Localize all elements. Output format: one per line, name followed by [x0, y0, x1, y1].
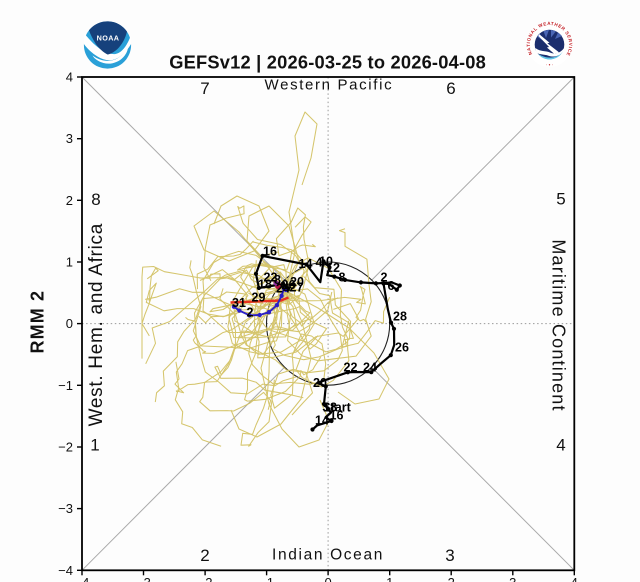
- svg-text:−3: −3: [136, 575, 151, 582]
- svg-text:28: 28: [393, 310, 407, 324]
- svg-text:3: 3: [66, 131, 73, 146]
- svg-text:0: 0: [66, 316, 73, 331]
- svg-text:−2: −2: [58, 440, 73, 455]
- svg-text:24: 24: [276, 282, 290, 296]
- svg-text:RMM 2: RMM 2: [28, 290, 48, 354]
- svg-text:−3: −3: [58, 501, 73, 516]
- svg-text:16: 16: [263, 245, 277, 259]
- svg-text:4: 4: [571, 575, 578, 582]
- svg-text:14: 14: [315, 414, 329, 428]
- svg-text:10: 10: [319, 255, 333, 269]
- svg-text:14: 14: [299, 257, 313, 271]
- svg-text:Maritime Continent: Maritime Continent: [549, 239, 569, 411]
- svg-text:Indian Ocean: Indian Ocean: [272, 547, 384, 564]
- svg-text:24: 24: [363, 361, 377, 375]
- svg-text:29: 29: [252, 291, 266, 305]
- svg-text:−1: −1: [259, 575, 274, 582]
- svg-text:Western Pacific: Western Pacific: [265, 77, 394, 94]
- svg-text:8: 8: [274, 273, 281, 287]
- svg-text:27: 27: [290, 281, 304, 295]
- svg-text:1: 1: [90, 436, 99, 455]
- svg-text:GEFSv12 | 2026-03-25 to 2026-0: GEFSv12 | 2026-03-25 to 2026-04-08: [169, 52, 486, 73]
- svg-text:1: 1: [386, 575, 393, 582]
- svg-text:4: 4: [556, 436, 565, 455]
- svg-text:2: 2: [381, 271, 388, 285]
- svg-text:20: 20: [313, 376, 327, 390]
- svg-text:Start: Start: [322, 401, 351, 415]
- svg-text:26: 26: [282, 278, 296, 292]
- svg-text:8: 8: [339, 271, 346, 285]
- svg-text:8: 8: [91, 190, 100, 209]
- svg-text:20: 20: [290, 275, 304, 289]
- svg-text:1: 1: [66, 255, 73, 270]
- svg-text:−4: −4: [75, 575, 90, 582]
- svg-text:−4: −4: [58, 563, 73, 578]
- svg-text:4: 4: [316, 256, 323, 270]
- svg-text:5: 5: [556, 190, 565, 209]
- svg-text:−1: −1: [58, 378, 73, 393]
- svg-text:−2: −2: [198, 575, 213, 582]
- svg-text:2: 2: [247, 306, 254, 320]
- svg-text:3: 3: [509, 575, 516, 582]
- svg-text:2: 2: [200, 546, 209, 565]
- svg-text:22: 22: [264, 271, 278, 285]
- svg-text:12: 12: [326, 261, 340, 275]
- svg-text:6: 6: [388, 279, 395, 293]
- svg-text:18: 18: [258, 278, 272, 292]
- svg-text:West. Hem. and Africa: West. Hem. and Africa: [86, 223, 107, 426]
- svg-text:2: 2: [66, 193, 73, 208]
- svg-text:NOAA: NOAA: [97, 34, 120, 43]
- svg-text:16: 16: [330, 409, 344, 423]
- svg-text:3: 3: [445, 546, 454, 565]
- svg-text:18: 18: [323, 401, 337, 415]
- svg-text:22: 22: [344, 361, 358, 375]
- svg-text:6: 6: [446, 79, 455, 98]
- svg-text:26: 26: [395, 341, 409, 355]
- svg-text:4: 4: [66, 70, 73, 85]
- svg-text:2: 2: [448, 575, 455, 582]
- svg-text:31: 31: [232, 296, 246, 310]
- svg-text:0: 0: [324, 575, 331, 582]
- svg-text:· • ·: · • ·: [546, 63, 554, 69]
- svg-text:7: 7: [200, 79, 209, 98]
